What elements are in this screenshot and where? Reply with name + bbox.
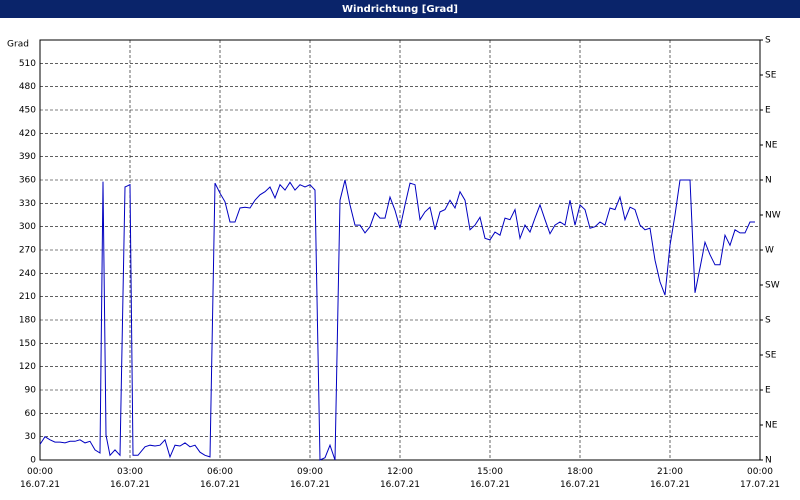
data-line [39, 179, 755, 461]
x-tick-label: 03:00 16.07.21 [109, 467, 151, 490]
x-tick-label: 18:00 16.07.21 [559, 467, 601, 490]
y-tick-label: 510 [19, 59, 36, 69]
y2-tick-label: NE [765, 421, 778, 431]
chart-title: Windrichtung [Grad] [342, 4, 458, 15]
title-bar [0, 0, 800, 18]
y-tick-label: 90 [25, 386, 37, 396]
y-tick-label: 360 [19, 176, 36, 186]
y-tick-label: 210 [19, 292, 36, 302]
y-tick-label: 330 [19, 199, 36, 209]
x-tick-label: 00:00 17.07.21 [739, 467, 781, 490]
y2-tick-label: E [765, 106, 771, 116]
y2-tick-label: N [765, 456, 772, 466]
y-tick-label: 390 [19, 152, 36, 162]
y2-tick-label: NW [765, 211, 781, 221]
y2-tick-label: N [765, 176, 772, 186]
y-tick-label: 450 [19, 106, 36, 116]
y-axis-label: Grad [7, 40, 29, 50]
y-tick-label: 150 [19, 339, 36, 349]
y2-tick-label: W [765, 246, 774, 256]
x-tick-label: 15:00 16.07.21 [469, 467, 511, 490]
y-tick-label: 30 [25, 432, 37, 442]
x-tick-label: 06:00 16.07.21 [199, 467, 241, 490]
y-tick-label: 180 [19, 316, 36, 326]
y-tick-label: 270 [19, 246, 36, 256]
x-tick-label: 09:00 16.07.21 [289, 467, 331, 490]
x-tick-label: 21:00 16.07.21 [649, 467, 691, 490]
y2-tick-label: S [765, 316, 771, 326]
y-tick-label: 480 [19, 82, 36, 92]
y-tick-label: 60 [25, 409, 37, 419]
y2-tick-label: SE [765, 351, 777, 361]
y-tick-label: 300 [19, 222, 36, 232]
y2-tick-label: E [765, 386, 771, 396]
x-tick-label: 00:00 16.07.21 [19, 467, 61, 490]
y2-tick-label: NE [765, 141, 778, 151]
y2-tick-label: SE [765, 71, 777, 81]
y2-tick-label: S [765, 36, 771, 46]
y-tick-label: 0 [30, 456, 36, 466]
x-tick-label: 12:00 16.07.21 [379, 467, 421, 490]
y2-tick-label: SW [765, 281, 780, 291]
y-tick-label: 420 [19, 129, 36, 139]
y-tick-label: 240 [19, 269, 36, 279]
y-tick-label: 120 [19, 362, 36, 372]
